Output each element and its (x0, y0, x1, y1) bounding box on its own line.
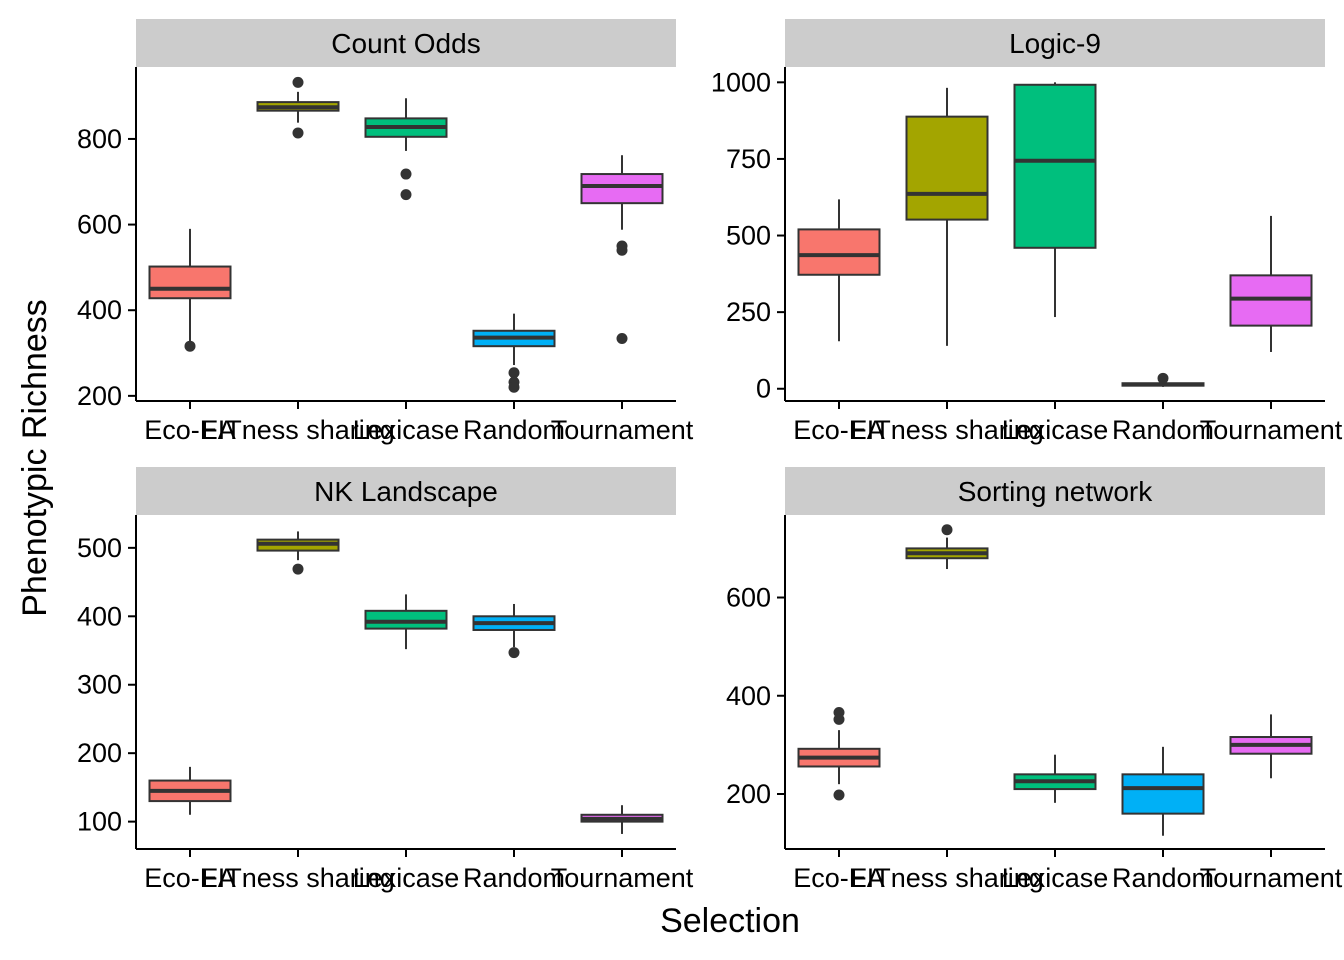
box-body (1121, 773, 1205, 815)
box-random (1121, 746, 1205, 836)
box-body (905, 115, 989, 221)
x-tick-label: Random (1112, 415, 1214, 445)
box-tournament (1229, 215, 1313, 352)
box-tournament (580, 155, 664, 344)
outlier-point (616, 244, 628, 256)
box-lexicase (1013, 754, 1097, 803)
x-tick-label: FITness sharing (850, 415, 1044, 445)
box-fitness-sharing (256, 76, 340, 139)
box-body (364, 609, 448, 630)
y-tick-label: 750 (726, 144, 771, 174)
box-body (797, 228, 881, 276)
y-tick-label: 200 (77, 738, 122, 768)
y-tick-label: 400 (726, 681, 771, 711)
facet-strip (785, 467, 1325, 515)
x-tick-label: Eco-EA (793, 863, 885, 893)
y-tick-label: 0 (756, 374, 771, 404)
outlier-point (833, 713, 845, 725)
outlier-point (292, 76, 304, 88)
y-tick-label: 100 (77, 807, 122, 837)
box-lexicase (364, 594, 448, 650)
x-tick-label: FITness sharing (201, 415, 395, 445)
box-random (472, 313, 556, 393)
y-tick-label: 500 (726, 221, 771, 251)
outlier-point (941, 524, 953, 536)
box-body (580, 173, 664, 205)
outlier-point (400, 168, 412, 180)
box-eco-ea (148, 228, 232, 352)
x-tick-label: Lexicase (353, 863, 460, 893)
x-tick-label: FITness sharing (201, 863, 395, 893)
outlier-point (508, 647, 520, 659)
box-eco-ea (797, 706, 881, 801)
outlier-point (1157, 372, 1169, 384)
panel-2: NK Landscape 100 200 300 400 500 Eco-EAFITness… (77, 467, 694, 893)
box-body (1013, 83, 1097, 249)
facet-strip (785, 19, 1325, 67)
outlier-point (616, 332, 628, 344)
facet-title: Sorting network (958, 476, 1154, 507)
box-random (1121, 372, 1205, 387)
facet-strip (136, 19, 676, 67)
x-tick-label: Lexicase (1002, 863, 1109, 893)
box-eco-ea (797, 199, 881, 342)
facet-title: NK Landscape (314, 476, 498, 507)
x-axis-title: Selection (660, 902, 800, 940)
x-tick-label: Lexicase (353, 415, 460, 445)
y-tick-label: 600 (77, 210, 122, 240)
x-tick-label: Lexicase (1002, 415, 1109, 445)
y-tick-label: 1000 (711, 67, 771, 97)
box-eco-ea (148, 766, 232, 815)
x-tick-label: Eco-EA (144, 863, 236, 893)
x-tick-label: Random (463, 863, 565, 893)
outlier-point (184, 340, 196, 352)
facet-strip (136, 467, 676, 515)
x-tick-label: Tournament (551, 863, 694, 893)
y-tick-label: 200 (77, 381, 122, 411)
box-lexicase (1013, 82, 1097, 318)
outlier-point (400, 189, 412, 201)
x-tick-label: Eco-EA (144, 415, 236, 445)
box-lexicase (364, 98, 448, 201)
x-tick-label: Tournament (1200, 863, 1343, 893)
x-tick-label: Random (463, 415, 565, 445)
outlier-point (508, 367, 520, 379)
box-tournament (1229, 714, 1313, 779)
y-tick-label: 800 (77, 124, 122, 154)
x-tick-label: Random (1112, 863, 1214, 893)
x-tick-label: Tournament (551, 415, 694, 445)
outlier-point (292, 127, 304, 139)
box-fitness-sharing (256, 531, 340, 575)
box-tournament (580, 805, 664, 834)
x-tick-label: Eco-EA (793, 415, 885, 445)
box-random (472, 603, 556, 659)
box-body (148, 265, 232, 300)
y-tick-label: 400 (77, 601, 122, 631)
outlier-point (508, 381, 520, 393)
box-fitness-sharing (905, 87, 989, 346)
y-tick-label: 250 (726, 297, 771, 327)
y-tick-label: 300 (77, 670, 122, 700)
y-tick-label: 600 (726, 583, 771, 613)
y-tick-label: 200 (726, 779, 771, 809)
x-tick-label: Tournament (1200, 415, 1343, 445)
outlier-point (833, 789, 845, 801)
outlier-point (292, 563, 304, 575)
box-fitness-sharing (905, 524, 989, 570)
facet-title: Count Odds (331, 28, 480, 59)
y-tick-label: 400 (77, 295, 122, 325)
y-axis-title: Phenotypic Richness (16, 299, 54, 617)
y-tick-label: 500 (77, 533, 122, 563)
facet-title: Logic-9 (1009, 28, 1101, 59)
x-tick-label: FITness sharing (850, 863, 1044, 893)
